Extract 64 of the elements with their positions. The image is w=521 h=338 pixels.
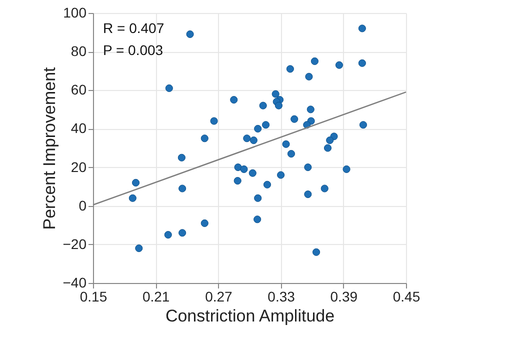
y-tick-label: 40 [70,120,87,136]
point [286,65,294,73]
y-tick-label: 100 [63,4,87,20]
point [165,84,173,92]
point [263,180,272,188]
point [210,117,218,125]
point [326,136,334,144]
y-tick-label: 0 [78,197,87,214]
point [290,115,298,123]
annotation: R = 0.407 [103,20,164,36]
point [230,96,238,104]
point [135,244,143,252]
point [287,150,296,158]
point [178,184,186,192]
point [128,194,136,202]
x-tick-label: 0.15 [80,288,108,304]
point [304,190,312,198]
x-tick-label: 0.45 [392,288,420,304]
point [277,171,285,179]
point [240,165,248,173]
annotation: P = 0.003 [103,42,164,58]
point [335,61,344,69]
y-axis-title: Percent Improvement [40,66,59,230]
point [254,124,262,132]
point [132,178,140,186]
point [358,24,366,32]
point [178,154,186,162]
point [342,165,350,173]
point [243,134,251,142]
point [359,121,368,129]
y-tick-label: 20 [70,158,87,175]
point [250,136,258,144]
point [200,219,208,227]
point [312,248,320,256]
y-tick-label: 80 [70,43,87,60]
point [259,102,267,110]
y-tick-label: −20 [62,236,87,252]
point [304,164,312,172]
point [254,194,262,202]
x-tick-label: 0.27 [205,288,233,304]
point [272,90,280,98]
x-tick-label: 0.21 [142,288,170,304]
point [306,106,314,114]
point [262,121,270,129]
point [186,30,194,38]
x-tick-label: 0.33 [268,288,296,304]
point [310,57,318,65]
point [234,177,242,185]
point [320,184,328,192]
point [164,231,172,239]
point [178,229,186,237]
x-tick-label: 0.39 [330,288,358,304]
point [324,144,332,152]
y-tick-label: 60 [70,82,87,98]
point [254,216,262,224]
point [248,169,256,177]
point [234,164,242,172]
y-tick-label: −40 [62,274,87,290]
x-axis-title: Constriction Amplitude [165,306,335,326]
point [282,140,290,148]
point [358,59,366,67]
point [305,72,313,80]
point [274,102,282,110]
point [200,134,208,142]
